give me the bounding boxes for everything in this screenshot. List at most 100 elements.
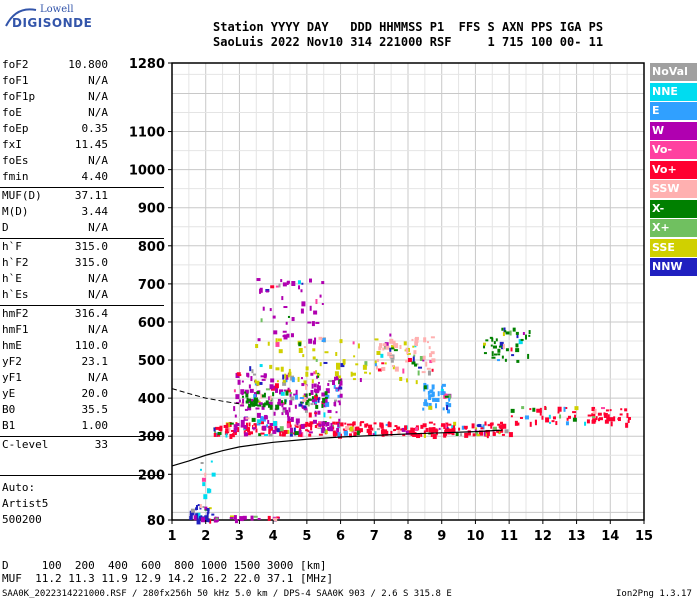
echo-point: [308, 338, 313, 344]
echo-point: [305, 399, 310, 405]
echo-point: [247, 398, 252, 402]
echo-point: [527, 353, 530, 359]
echo-point: [277, 338, 282, 342]
echo-point: [335, 421, 340, 425]
y-tick-label: 1100: [129, 126, 165, 141]
param-value: 37.11: [74, 189, 108, 202]
echo-point: [521, 406, 525, 410]
echo-point: [275, 387, 279, 393]
echo-point: [423, 337, 427, 343]
echo-point: [230, 515, 235, 518]
echo-point: [438, 427, 441, 430]
echo-point: [404, 425, 408, 431]
echo-point: [308, 431, 313, 434]
echo-point: [253, 515, 258, 518]
echo-point: [281, 400, 284, 404]
echo-point: [414, 427, 418, 432]
echo-point: [236, 423, 240, 427]
echo-point: [350, 371, 353, 377]
echo-point: [598, 418, 601, 422]
echo-point: [364, 371, 368, 374]
echo-point: [381, 428, 385, 431]
echo-point: [342, 428, 345, 431]
echo-point: [266, 424, 269, 428]
echo-point: [515, 331, 519, 335]
echo-point: [253, 394, 257, 400]
echo-point: [423, 433, 426, 438]
echo-point: [305, 384, 308, 390]
echo-point: [265, 290, 269, 293]
echo-point: [415, 380, 418, 385]
echo-point: [380, 429, 385, 434]
echo-point: [497, 348, 501, 353]
y-tick-label: 1000: [129, 164, 165, 179]
echo-point: [206, 507, 210, 511]
echo-point: [387, 353, 392, 356]
echo-point: [627, 419, 630, 423]
echo-point: [430, 432, 433, 438]
echo-point: [491, 337, 494, 342]
echo-point: [303, 380, 307, 385]
echo-point: [287, 416, 291, 422]
logo-lowell: Lowell: [40, 4, 74, 15]
echo-point: [213, 432, 218, 437]
echo-point: [313, 388, 316, 393]
echo-point: [288, 407, 291, 413]
echo-point: [565, 406, 568, 409]
echo-point: [428, 402, 432, 408]
echo-point: [270, 378, 275, 383]
echo-point: [307, 398, 311, 401]
echo-point: [567, 415, 571, 419]
param-name: D: [2, 221, 9, 234]
echo-point: [223, 424, 228, 428]
echo-point: [236, 372, 241, 375]
echo-point: [272, 385, 277, 389]
echo-point: [374, 360, 377, 365]
echo-point: [335, 411, 338, 414]
echo-point: [353, 355, 356, 358]
param-name: h`F: [2, 240, 22, 253]
echo-point: [338, 418, 341, 422]
echo-point: [517, 422, 520, 426]
echo-point: [245, 417, 250, 420]
echo-point: [303, 346, 306, 349]
echo-point: [250, 376, 253, 382]
echo-point: [422, 423, 427, 428]
echo-point: [405, 359, 410, 363]
echo-point: [321, 421, 326, 427]
echo-point: [412, 345, 415, 348]
echo-point: [381, 362, 385, 365]
echo-point: [520, 338, 524, 341]
x-tick-label: 5: [302, 529, 311, 544]
x-tick-label: 1: [167, 529, 176, 544]
echo-point: [425, 427, 429, 432]
echo-point: [335, 352, 338, 357]
echo-point: [515, 343, 519, 348]
echo-point: [426, 384, 429, 390]
echo-point: [318, 433, 323, 436]
echo-point: [441, 383, 446, 387]
echo-point: [339, 339, 343, 344]
echo-point: [402, 434, 406, 437]
echo-point: [394, 366, 399, 372]
echo-point: [487, 424, 492, 427]
echo-point: [283, 306, 288, 309]
echo-point: [308, 392, 311, 396]
echo-point: [337, 432, 341, 438]
echo-point: [249, 366, 252, 372]
echo-point: [263, 373, 267, 377]
echo-point: [497, 423, 501, 426]
echo-point: [376, 359, 379, 363]
legend-item: Vo-: [650, 141, 697, 159]
echo-point: [283, 389, 287, 392]
echo-point: [475, 430, 479, 436]
echo-point: [424, 399, 428, 403]
echo-point: [288, 368, 291, 372]
echo-point: [379, 343, 383, 349]
echo-point: [318, 336, 323, 340]
echo-point: [422, 407, 425, 411]
echo-point: [367, 430, 372, 435]
echo-point: [414, 363, 418, 367]
y-tick-label: 600: [138, 316, 165, 331]
echo-point: [189, 516, 193, 521]
